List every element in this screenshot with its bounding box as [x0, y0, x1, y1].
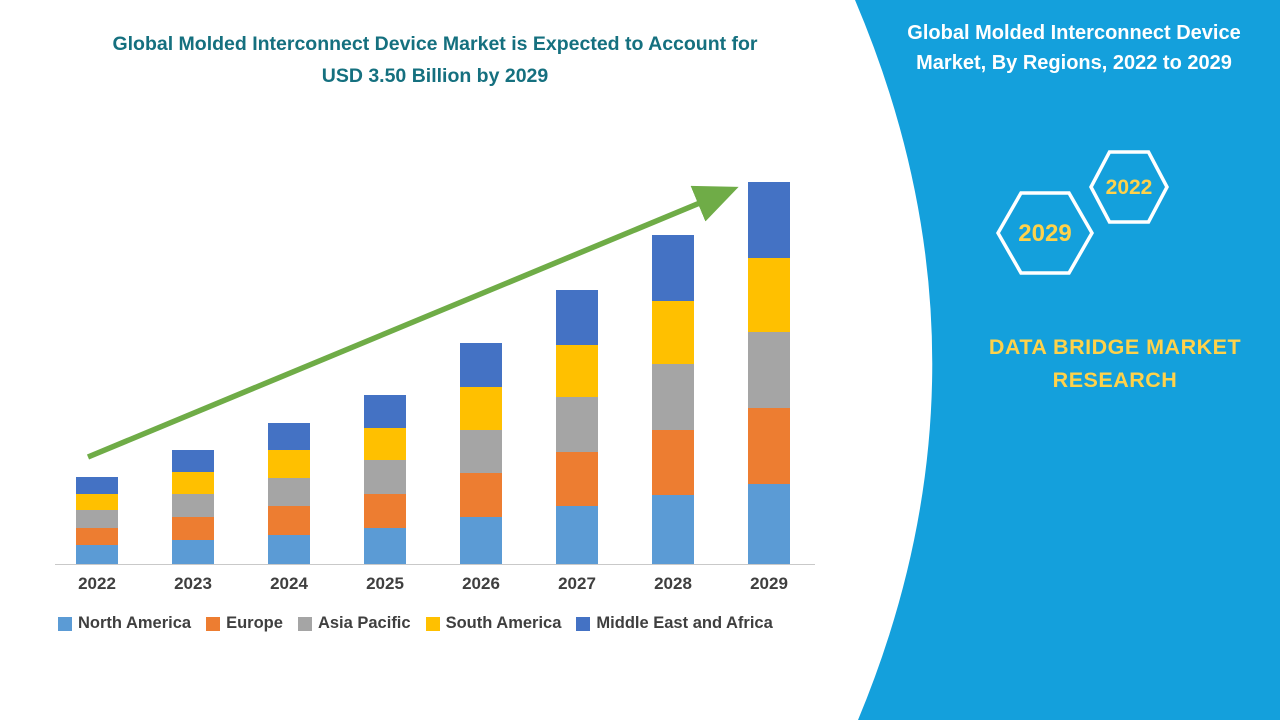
x-tick-2027: 2027	[558, 574, 596, 593]
bar-segment-asia-pacific	[460, 429, 502, 474]
bar-segment-north-america	[556, 506, 598, 564]
hexagon-2029-label: 2029	[1018, 220, 1071, 247]
hexagon-2029: 2029	[996, 191, 1094, 275]
bar-2029	[748, 182, 790, 564]
legend-swatch	[576, 616, 591, 631]
bar-segment-south-america	[364, 427, 406, 461]
bar-segment-south-america	[460, 387, 502, 430]
bar-2022	[76, 476, 118, 564]
bar-segment-south-america	[652, 300, 694, 365]
bar-2026	[460, 343, 502, 564]
bar-segment-south-america	[172, 472, 214, 495]
hexagon-2022-outline	[1089, 150, 1169, 224]
bar-segment-europe	[364, 494, 406, 528]
bar-segment-north-america	[652, 495, 694, 564]
hexagon-2022: 2022	[1089, 150, 1169, 224]
x-axis-line	[55, 564, 815, 565]
bar-segment-europe	[460, 473, 502, 518]
bar-2027	[556, 290, 598, 564]
bar-segment-asia-pacific	[76, 510, 118, 528]
legend-swatch	[297, 616, 312, 631]
x-tick-2023: 2023	[174, 574, 212, 593]
bar-segment-europe	[268, 506, 310, 535]
bar-segment-middle-east-and-africa	[748, 182, 790, 259]
legend-label: Asia Pacific	[317, 614, 411, 632]
legend-item-europe: Europe	[206, 614, 283, 633]
bar-segment-europe	[652, 429, 694, 496]
plot-area	[55, 130, 815, 565]
brand-name: DATA BRIDGE MARKET RESEARCH	[988, 335, 1242, 393]
bar-segment-north-america	[748, 484, 790, 564]
bar-segment-europe	[172, 517, 214, 540]
side-panel-title: Global Molded Interconnect Device Market…	[907, 22, 1241, 74]
hexagon-2029-outline	[996, 191, 1094, 275]
hexagon-2022-label: 2022	[1106, 176, 1153, 199]
bar-segment-middle-east-and-africa	[364, 395, 406, 428]
bar-segment-asia-pacific	[556, 397, 598, 452]
bar-segment-north-america	[268, 534, 310, 564]
legend: North America Europe Asia Pacific South Ame…	[58, 614, 838, 633]
bar-segment-asia-pacific	[172, 494, 214, 518]
bar-segment-middle-east-and-africa	[268, 423, 310, 451]
bar-segment-south-america	[76, 494, 118, 511]
bar-segment-europe	[748, 407, 790, 485]
legend-item-north-america: North America	[58, 614, 191, 633]
bar-2024	[268, 423, 310, 564]
bar-segment-middle-east-and-africa	[556, 290, 598, 345]
x-tick-2029: 2029	[750, 574, 788, 593]
bar-segment-middle-east-and-africa	[76, 476, 118, 495]
bar-segment-asia-pacific	[748, 331, 790, 408]
legend-swatch	[425, 616, 440, 631]
bar-segment-south-america	[748, 258, 790, 332]
legend-swatch	[58, 616, 72, 631]
chart-title: Global Molded Interconnect Device Market…	[112, 33, 758, 88]
bar-segment-south-america	[268, 450, 310, 478]
bar-2023	[172, 449, 214, 564]
x-tick-2028: 2028	[654, 574, 692, 593]
bar-segment-north-america	[172, 540, 214, 564]
bar-segment-north-america	[460, 517, 502, 564]
bar-segment-asia-pacific	[652, 364, 694, 430]
bar-segment-asia-pacific	[364, 460, 406, 495]
legend-swatch	[206, 616, 221, 631]
x-tick-2026: 2026	[462, 574, 500, 593]
bar-segment-europe	[76, 527, 118, 546]
legend-label: North America	[78, 614, 192, 632]
legend-item-middle-east-and-africa: Middle East and Africa	[576, 614, 773, 633]
legend-item-south-america: South America	[425, 614, 562, 633]
bar-segment-middle-east-and-africa	[172, 449, 214, 473]
legend-item-asia-pacific: Asia Pacific	[297, 614, 411, 633]
x-axis-labels: 2022 2023 2024 2025 2026 2027 2028 2029	[55, 574, 815, 600]
bar-segment-asia-pacific	[268, 477, 310, 507]
bar-segment-middle-east-and-africa	[460, 343, 502, 388]
legend-label: Europe	[226, 614, 283, 632]
x-tick-2025: 2025	[366, 574, 404, 593]
bar-segment-north-america	[364, 528, 406, 564]
legend-label: Middle East and Africa	[596, 614, 773, 632]
x-tick-2024: 2024	[270, 574, 308, 593]
x-tick-2022: 2022	[78, 574, 116, 593]
bar-segment-middle-east-and-africa	[652, 235, 694, 301]
bar-2028	[652, 235, 694, 564]
bar-segment-north-america	[76, 545, 118, 564]
bar-2025	[364, 395, 406, 564]
bar-segment-europe	[556, 451, 598, 507]
bar-segment-south-america	[556, 344, 598, 398]
legend-label: South America	[445, 614, 562, 632]
